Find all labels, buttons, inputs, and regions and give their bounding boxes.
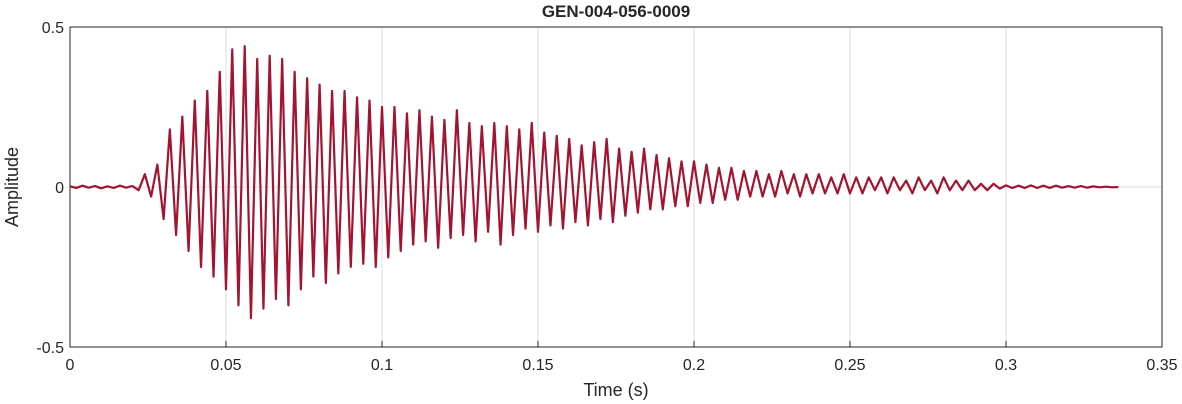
- chart-title: GEN-004-056-0009: [542, 2, 690, 21]
- x-tick-label: 0.35: [1146, 357, 1177, 374]
- y-tick-label: 0: [55, 180, 64, 197]
- axes-frame: [69, 26, 1163, 348]
- x-tick-label: 0.3: [995, 357, 1017, 374]
- y-tick-label: 0.5: [42, 20, 64, 37]
- y-axis-label: Amplitude: [2, 147, 22, 227]
- x-tick-label: 0: [66, 357, 75, 374]
- x-tick-label: 0.1: [371, 357, 393, 374]
- x-tick-label: 0.05: [210, 357, 241, 374]
- x-tick-label: 0.15: [522, 357, 553, 374]
- y-tick-label: -0.5: [36, 340, 64, 357]
- x-axis-label: Time (s): [583, 380, 648, 400]
- x-tick-label: 0.2: [683, 357, 705, 374]
- x-tick-label: 0.25: [834, 357, 865, 374]
- waveform-line: [69, 45, 1119, 320]
